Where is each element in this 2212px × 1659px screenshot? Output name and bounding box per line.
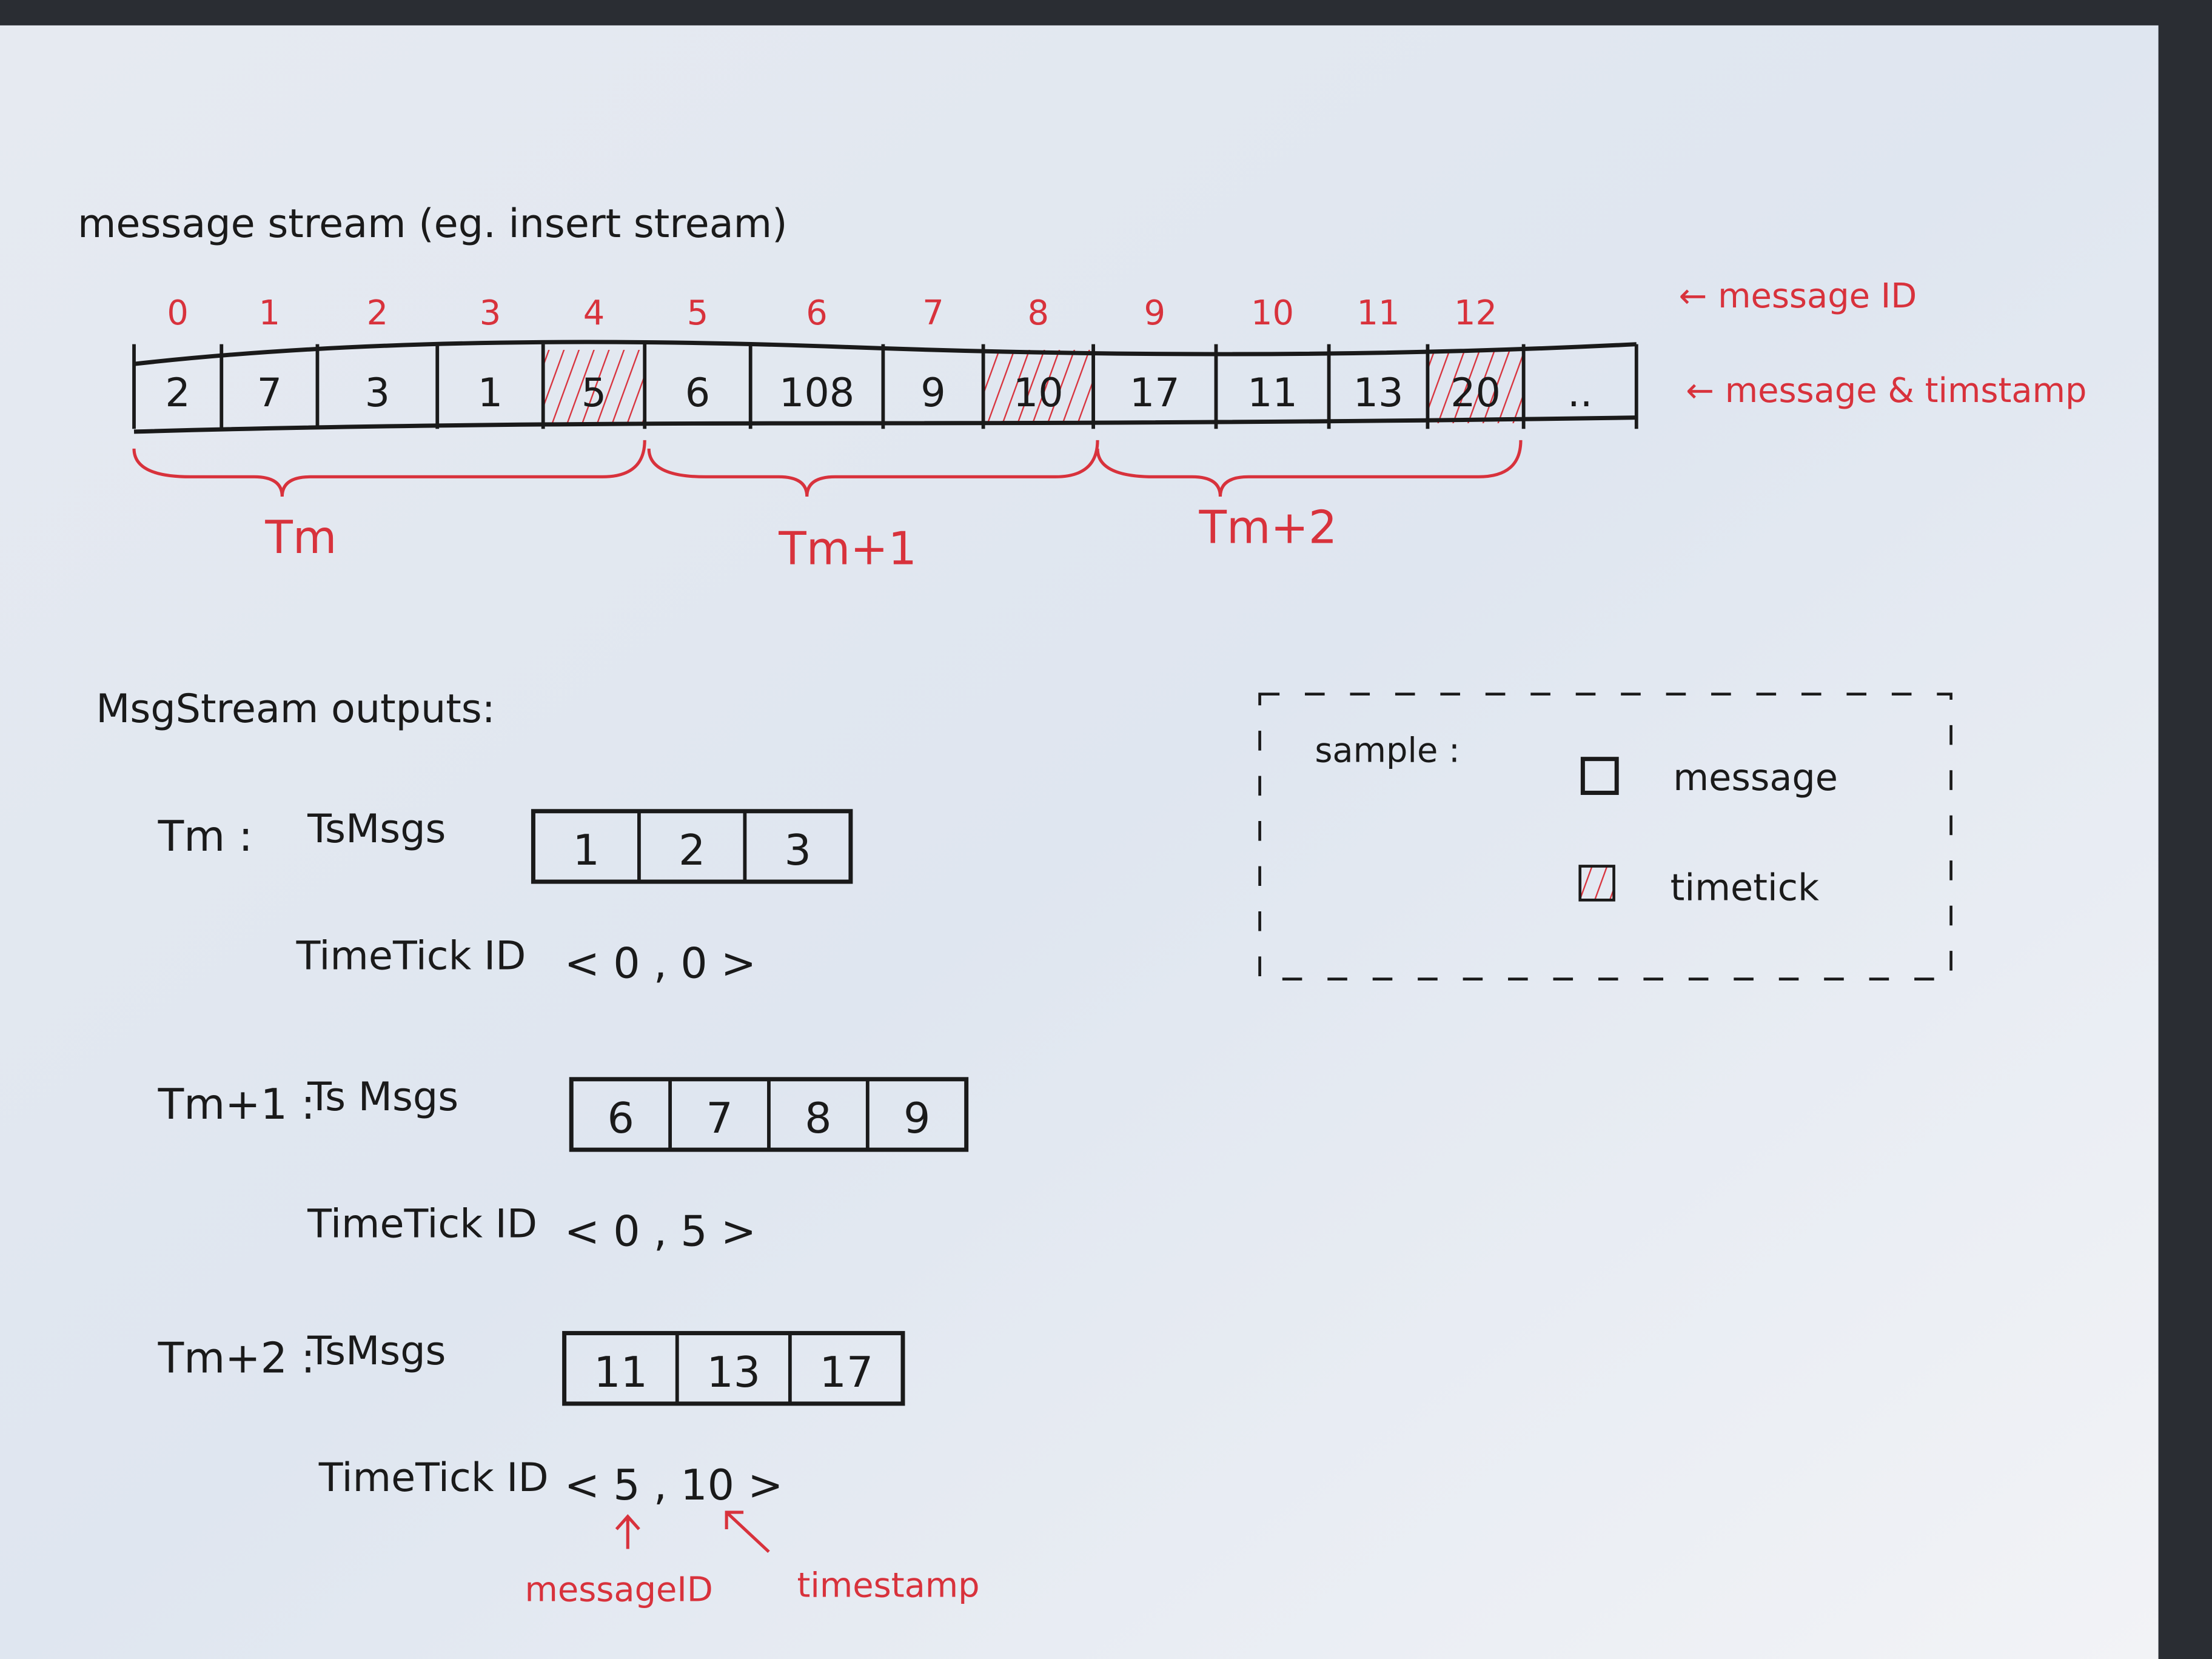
stream-cell-value: 17 xyxy=(1130,370,1180,416)
message-id-label: 11 xyxy=(1356,293,1399,333)
timetick-id-label: TimeTick ID xyxy=(307,1201,537,1247)
legend-timetick-swatch xyxy=(1578,865,1615,902)
ts-msg-value: 8 xyxy=(805,1094,831,1143)
group-label: Tm+2 : xyxy=(158,1334,315,1383)
ts-msg-value: 6 xyxy=(607,1094,634,1143)
period-label: Tm+1 xyxy=(778,523,917,575)
message-id-label: 9 xyxy=(1144,293,1165,333)
legend-message-swatch xyxy=(1580,757,1619,795)
timetick-id-label: TimeTick ID xyxy=(318,1455,549,1501)
stream-cell-value: 13 xyxy=(1353,370,1404,416)
message-id-label: 2 xyxy=(367,293,389,333)
timetick-hatch xyxy=(543,349,645,423)
message-id-label: 1 xyxy=(259,293,281,333)
message-id-label: 4 xyxy=(583,293,605,333)
message-id-label: 10 xyxy=(1251,293,1294,333)
ts-msg-value: 2 xyxy=(679,826,705,875)
legend-title: sample : xyxy=(1315,731,1460,770)
stream-cell-value: .. xyxy=(1567,370,1592,416)
timetick-hatch xyxy=(1427,349,1524,423)
legend-timetick-label: timetick xyxy=(1671,866,1819,909)
ts-msgs-label: TsMsgs xyxy=(307,1329,446,1374)
stream-cell-value: 108 xyxy=(779,370,854,416)
message-id-annotation: ← message ID xyxy=(1679,276,1917,316)
message-id-label: 7 xyxy=(922,293,944,333)
period-label: Tm xyxy=(264,511,337,564)
ts-msg-value: 13 xyxy=(706,1348,760,1397)
stream-cell-value: 2 xyxy=(165,370,190,416)
timetick-id-value: < 0 , 0 > xyxy=(565,939,757,988)
message-id-label: 3 xyxy=(480,293,501,333)
period-brace xyxy=(647,440,1099,497)
period-label: Tm+2 xyxy=(1199,501,1338,554)
stream-cell-value: 7 xyxy=(257,370,282,416)
stream-cell-value: 3 xyxy=(365,370,390,416)
timestamp-arrow-label: timestamp xyxy=(797,1566,979,1606)
message-stream: 207132135465108697108179111013112012..← … xyxy=(132,276,2086,575)
stream-top-border xyxy=(133,340,1637,366)
stream-cell-value: 5 xyxy=(581,370,606,416)
timestamp-annotation: ← message & timstamp xyxy=(1686,371,2086,411)
ts-msg-value: 9 xyxy=(903,1094,930,1143)
message-id-arrow-label: messageID xyxy=(525,1570,712,1610)
stream-cell-value: 10 xyxy=(1013,370,1064,416)
stream-cell-value: 11 xyxy=(1247,370,1298,416)
ts-msg-value: 17 xyxy=(820,1348,874,1397)
stream-cell-value: 20 xyxy=(1450,370,1501,416)
message-id-label: 6 xyxy=(806,293,828,333)
message-id-label: 0 xyxy=(167,293,189,333)
legend: sample : message timetick xyxy=(1258,692,1952,980)
ts-msg-value: 11 xyxy=(594,1348,648,1397)
arrow-up-left-icon xyxy=(725,1510,770,1553)
diagram-title: message stream (eg. insert stream) xyxy=(78,201,788,247)
message-id-label: 5 xyxy=(687,293,709,333)
timetick-id-value: < 5 , 10 > xyxy=(565,1461,783,1510)
paper-sheet xyxy=(0,25,2159,1659)
group-label: Tm : xyxy=(158,812,253,861)
legend-border xyxy=(1258,692,1952,980)
stream-cell-value: 6 xyxy=(685,370,710,416)
ts-msg-value: 1 xyxy=(572,826,599,875)
timetick-id-value: < 0 , 5 > xyxy=(565,1207,757,1256)
message-id-label: 12 xyxy=(1454,293,1497,333)
ts-msgs-box xyxy=(562,1331,905,1406)
ts-msgs-label: Ts Msgs xyxy=(307,1074,458,1120)
stream-bottom-border xyxy=(133,415,1637,434)
period-brace xyxy=(132,440,646,497)
ts-msg-value: 3 xyxy=(784,826,811,875)
ts-msgs-label: TsMsgs xyxy=(307,806,446,852)
arrow-up-icon xyxy=(615,1514,640,1549)
ts-msgs-box xyxy=(531,809,853,884)
timetick-hatch xyxy=(983,349,1094,423)
legend-message-label: message xyxy=(1673,757,1838,799)
stream-cell-value: 1 xyxy=(478,370,503,416)
message-id-label: 8 xyxy=(1028,293,1050,333)
group-label: Tm+1 : xyxy=(158,1080,315,1129)
period-brace xyxy=(1096,440,1523,497)
ts-msg-value: 7 xyxy=(706,1094,732,1143)
outputs-heading: MsgStream outputs: xyxy=(96,686,495,732)
stream-cell-value: 9 xyxy=(920,370,945,416)
timetick-id-label: TimeTick ID xyxy=(296,933,526,979)
